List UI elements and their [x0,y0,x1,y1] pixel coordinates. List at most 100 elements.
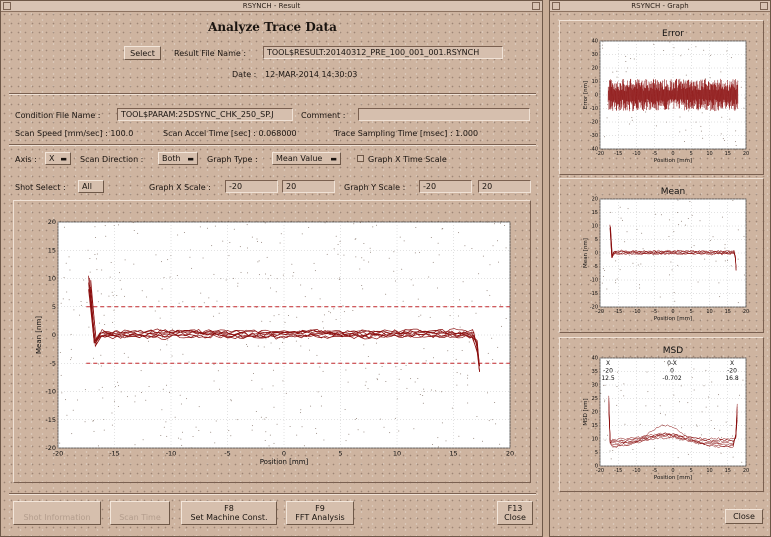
plot-noise-dot [603,275,605,277]
plot-noise-dot [610,211,612,213]
plot-noise-dot [660,214,662,216]
plot-noise-dot [691,377,693,379]
plot-noise-dot [680,220,682,222]
plot-noise-dot [471,247,473,249]
plot-noise-dot [645,111,647,113]
graph-x-time-scale-checkbox[interactable] [357,155,364,162]
fft-analysis-button[interactable]: F9 FFT Analysis [286,501,354,525]
y-tick-label: -20 [590,120,598,126]
plot-noise-dot [59,352,61,354]
plot-noise-dot [437,287,439,289]
plot-noise-dot [489,294,491,296]
plot-noise-dot [214,225,216,227]
x-tick-label: -5 [652,468,657,474]
plot-noise-dot [724,139,726,141]
plot-noise-dot [183,232,185,234]
comment-field[interactable] [358,108,530,121]
set-machine-const-button[interactable]: F8 Set Machine Const. [181,501,277,525]
close-button[interactable]: F13 Close [497,501,533,525]
graph-type-select[interactable]: Mean Value ▬ [272,152,341,165]
plot-noise-dot [695,424,697,426]
msd-series-line [608,406,738,444]
plot-noise-dot [180,403,182,405]
plot-noise-dot [149,361,151,363]
plot-noise-dot [420,314,422,316]
result-file-field[interactable]: TOOL$RESULT:20140312_PRE_100_001_001.RSY… [263,46,503,59]
maximize-icon[interactable] [532,2,540,10]
plot-noise-dot [403,240,405,242]
window-menu-icon[interactable] [3,2,11,10]
graph-close-button[interactable]: Close [725,509,763,524]
plot-noise-dot [263,346,265,348]
graph-y-max-field[interactable]: 20 [478,180,531,193]
plot-noise-dot [246,345,248,347]
plot-noise-dot [303,445,305,447]
plot-noise-dot [625,71,627,73]
graph-window-titlebar[interactable]: RSYNCH - Graph [550,1,770,12]
plot-noise-dot [84,421,86,423]
plot-noise-dot [258,274,260,276]
plot-noise-dot [179,394,181,396]
error-noise-series [607,78,739,112]
plot-noise-dot [724,260,726,262]
shot-information-button[interactable]: Shot Information [13,501,101,525]
plot-noise-dot [457,315,459,317]
plot-noise-dot [229,241,231,243]
condition-file-field[interactable]: TOOL$PARAM:25DSYNC_CHK_250_SP.J [117,108,293,121]
plot-noise-dot [414,381,416,383]
plot-noise-dot [195,426,197,428]
plot-noise-dot [159,349,161,351]
select-button[interactable]: Select [124,46,161,60]
plot-noise-dot [80,301,82,303]
plot-noise-dot [316,354,318,356]
plot-noise-dot [505,247,507,249]
y-tick-label: 15 [48,246,56,254]
plot-noise-dot [355,256,357,258]
plot-noise-dot [726,50,728,52]
plot-noise-dot [732,435,734,437]
plot-noise-dot [603,136,605,138]
plot-noise-dot [464,245,466,247]
plot-noise-dot [89,257,91,259]
graph-x-min-field[interactable]: -20 [225,180,278,193]
error-chart: -20 -15 -10 -5 0 5 10 15 20 40 30 20 10 0 -10 -20 -30 -40… [583,29,749,164]
shot-select[interactable]: All [78,180,104,193]
plot-noise-dot [376,378,378,380]
axis-select[interactable]: X ▬ [45,152,71,165]
scan-direction-label: Scan Direction : [80,155,144,164]
plot-noise-dot [732,456,734,458]
result-window-titlebar[interactable]: RSYNCH - Result [1,1,542,12]
graph-y-scale-label: Graph Y Scale : [344,183,406,192]
plot-noise-dot [337,243,339,245]
plot-noise-dot [280,233,282,235]
graph-x-max-field[interactable]: 20 [282,180,335,193]
scan-time-button[interactable]: Scan Time [110,501,170,525]
x-tick-label: 15 [449,450,457,458]
window-menu-icon[interactable] [552,2,560,10]
plot-noise-dot [419,251,421,253]
plot-noise-dot [114,400,116,402]
plot-noise-dot [615,282,617,284]
plot-noise-dot [418,316,420,318]
plot-noise-dot [285,392,287,394]
graph-y-min-field[interactable]: -20 [419,180,472,193]
plot-noise-dot [141,290,143,292]
maximize-icon[interactable] [760,2,768,10]
plot-noise-dot [620,217,622,219]
plot-noise-dot [86,301,88,303]
x-tick-label: 5 [690,468,693,474]
plot-noise-dot [455,358,457,360]
plot-noise-dot [394,417,396,419]
scan-direction-select[interactable]: Both ▬ [158,152,198,165]
plot-noise-dot [270,274,272,276]
plot-noise-dot [712,236,714,238]
plot-noise-dot [693,104,695,106]
plot-noise-dot [100,354,102,356]
plot-noise-dot [500,325,502,327]
plot-noise-dot [117,224,119,226]
plot-noise-dot [475,312,477,314]
plot-noise-dot [413,428,415,430]
plot-noise-dot [645,405,647,407]
x-tick-label: -15 [614,151,622,157]
plot-noise-dot [300,409,302,411]
